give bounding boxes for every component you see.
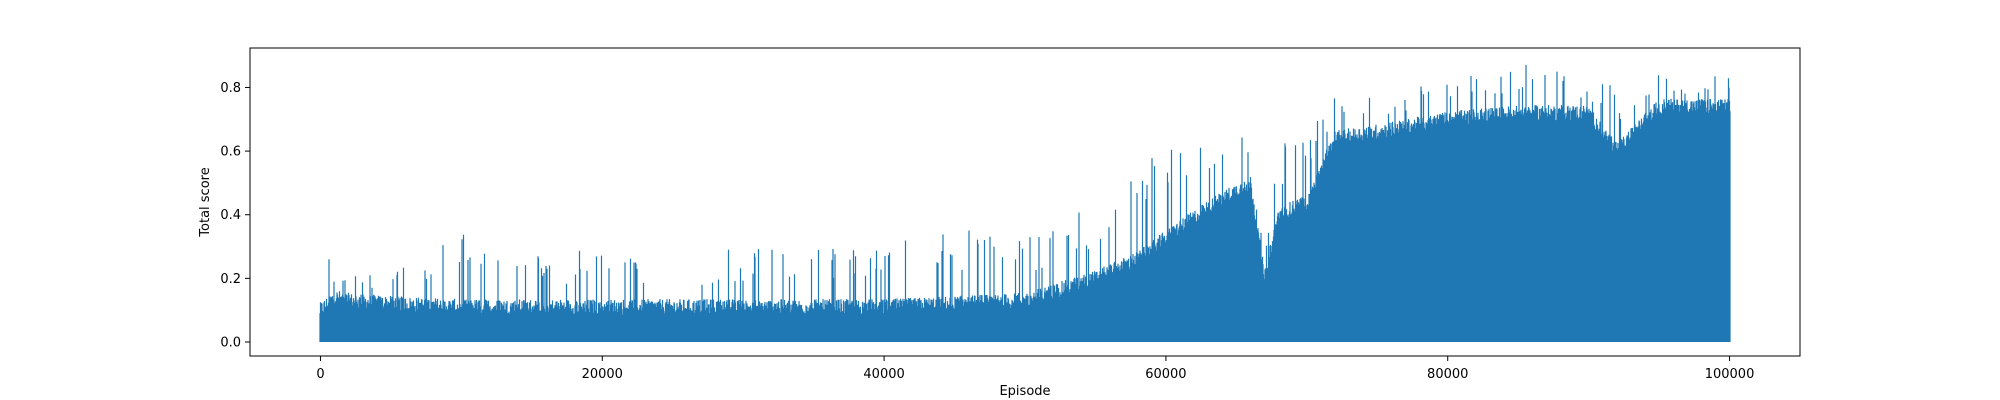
x-tick-label: 60000	[1145, 367, 1186, 382]
x-tick-label: 0	[316, 367, 324, 382]
y-axis-label: Total score	[198, 167, 213, 237]
y-tick-label: 0.8	[220, 81, 241, 96]
x-tick-label: 20000	[582, 367, 623, 382]
y-axis: 0.0 0.2 0.4 0.6 0.8	[220, 81, 250, 351]
series-line	[319, 64, 1731, 342]
x-tick-label: 80000	[1427, 367, 1468, 382]
x-tick-label: 40000	[863, 367, 904, 382]
y-tick-label: 0.2	[220, 272, 241, 287]
y-tick-label: 0.6	[220, 145, 241, 160]
x-axis: 0 20000 40000 60000 80000 100000	[316, 356, 1754, 382]
x-tick-label: 100000	[1705, 367, 1755, 382]
x-axis-label: Episode	[999, 384, 1050, 399]
y-tick-label: 0.0	[220, 336, 241, 351]
plot-area	[319, 64, 1731, 342]
axes-frame	[249, 47, 1801, 357]
y-tick-label: 0.4	[220, 208, 241, 223]
